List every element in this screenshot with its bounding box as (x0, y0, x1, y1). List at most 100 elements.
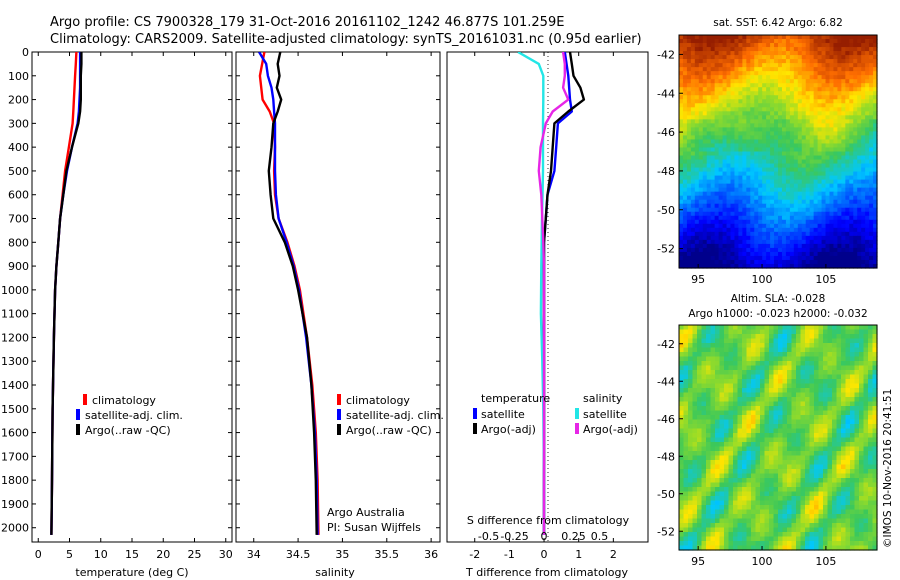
heatmap-cell (702, 187, 708, 193)
heatmap-cell (845, 243, 850, 249)
heatmap-cell (809, 460, 815, 466)
heatmap-cell (728, 455, 734, 461)
heatmap-cell (782, 352, 788, 358)
heatmap-cell (829, 227, 835, 233)
heatmap-cell (793, 103, 799, 108)
heatmap-cell (710, 143, 716, 149)
heatmap-cell (722, 171, 728, 177)
heatmap-cell (841, 47, 846, 52)
heatmap-cell (787, 392, 793, 398)
heatmap-cell (778, 147, 783, 153)
heatmap-cell (758, 139, 763, 145)
heatmap-cell (861, 255, 866, 261)
heatmap-cell (754, 251, 759, 257)
heatmap-cell (857, 255, 862, 261)
heatmap-cell (688, 383, 694, 389)
heatmap-cell (849, 179, 854, 185)
heatmap-cell (722, 199, 728, 205)
heatmap-cell (836, 379, 842, 385)
heatmap-cell (873, 207, 878, 213)
heatmap-cell (850, 401, 856, 407)
heatmap-cell (718, 47, 724, 52)
heatmap-cell (742, 247, 747, 253)
heatmap-cell (805, 135, 811, 141)
heatmap-cell (697, 473, 703, 479)
heatmap-cell (805, 374, 811, 380)
heatmap-cell (773, 392, 779, 398)
heatmap-cell (773, 406, 779, 412)
heatmap-cell (710, 71, 716, 76)
heatmap-cell (817, 131, 823, 137)
heatmap-cell (778, 356, 784, 362)
heatmap-cell (688, 455, 694, 461)
heatmap-cell (754, 151, 759, 157)
heatmap-cell (698, 127, 704, 133)
heatmap-cell (797, 131, 803, 137)
heatmap-cell (734, 247, 739, 253)
heatmap-cell (760, 410, 766, 416)
heatmap-cell (734, 71, 739, 76)
heatmap-cell (770, 67, 775, 72)
heatmap-cell (697, 383, 703, 389)
heatmap-cell (857, 219, 862, 225)
heatmap-cell (679, 365, 685, 371)
legend-swatch-climatology (83, 394, 87, 405)
heatmap-cell (821, 91, 827, 96)
heatmap-cell (793, 107, 799, 112)
heatmap-cell (833, 191, 838, 197)
heatmap-cell (818, 383, 824, 389)
heatmap-cell (683, 460, 689, 466)
heatmap-cell (825, 251, 831, 257)
heatmap-cell (825, 43, 831, 48)
heatmap-cell (679, 259, 684, 265)
heatmap-cell (701, 410, 707, 416)
heatmap-cell (750, 71, 755, 76)
heatmap-cell (769, 334, 775, 340)
heatmap-cell (782, 478, 788, 484)
heatmap-cell (782, 428, 788, 434)
heatmap-cell (726, 67, 732, 72)
heatmap-cell (778, 374, 784, 380)
heatmap-cell (853, 63, 858, 68)
heatmap-cell (682, 75, 688, 80)
heatmap-cell (821, 123, 827, 128)
heatmap-cell (833, 155, 838, 161)
heatmap-cell (805, 199, 811, 205)
heatmap-cell (785, 227, 791, 233)
heatmap-cell (813, 67, 819, 72)
heatmap-cell (706, 143, 712, 149)
heatmap-cell (702, 91, 708, 96)
heatmap-cell (853, 147, 858, 153)
heatmap-cell (805, 139, 811, 145)
sst-map-heatmap (679, 35, 878, 269)
heatmap-cell (750, 131, 755, 137)
heatmap-cell (845, 87, 850, 92)
heatmap-cell (793, 91, 799, 96)
heatmap-cell (724, 487, 730, 493)
heatmap-cell (766, 223, 771, 229)
heatmap-cell (861, 207, 866, 213)
heatmap-cell (854, 370, 860, 376)
heatmap-cell (760, 442, 766, 448)
heatmap-cell (742, 433, 748, 439)
heatmap-cell (750, 99, 755, 104)
heatmap-cell (706, 111, 712, 116)
heatmap-cell (778, 47, 783, 52)
heatmap-cell (841, 338, 847, 344)
heatmap-cell (845, 460, 851, 466)
heatmap-cell (861, 87, 866, 92)
heatmap-cell (809, 469, 815, 475)
heatmap-cell (738, 255, 743, 261)
heatmap-cell (738, 51, 743, 56)
heatmap-cell (781, 163, 787, 169)
heatmap-cell (694, 159, 700, 165)
heatmap-cell (821, 255, 827, 261)
heatmap-cell (679, 329, 685, 335)
heatmap-cell (742, 388, 748, 394)
heatmap-cell (863, 424, 869, 430)
heatmap-cell (773, 410, 779, 416)
heatmap-cell (868, 370, 874, 376)
heatmap-cell (679, 338, 685, 344)
heatmap-cell (861, 187, 866, 193)
heatmap-cell (778, 95, 783, 100)
